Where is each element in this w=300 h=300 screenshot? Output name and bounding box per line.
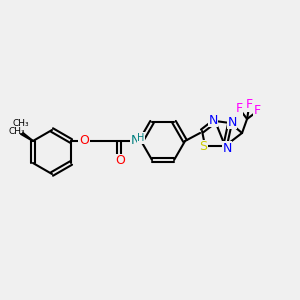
Text: F: F (245, 98, 253, 112)
Text: N: N (222, 142, 232, 154)
Text: F: F (254, 104, 261, 118)
Text: O: O (115, 154, 125, 167)
Text: O: O (79, 134, 89, 148)
Text: F: F (236, 103, 243, 116)
Text: CH₃: CH₃ (9, 127, 25, 136)
Text: S: S (199, 140, 207, 154)
Text: CH₃: CH₃ (13, 119, 29, 128)
Text: H: H (137, 133, 145, 143)
Text: N: N (227, 116, 237, 128)
Text: N: N (208, 113, 218, 127)
Text: N: N (130, 134, 140, 148)
